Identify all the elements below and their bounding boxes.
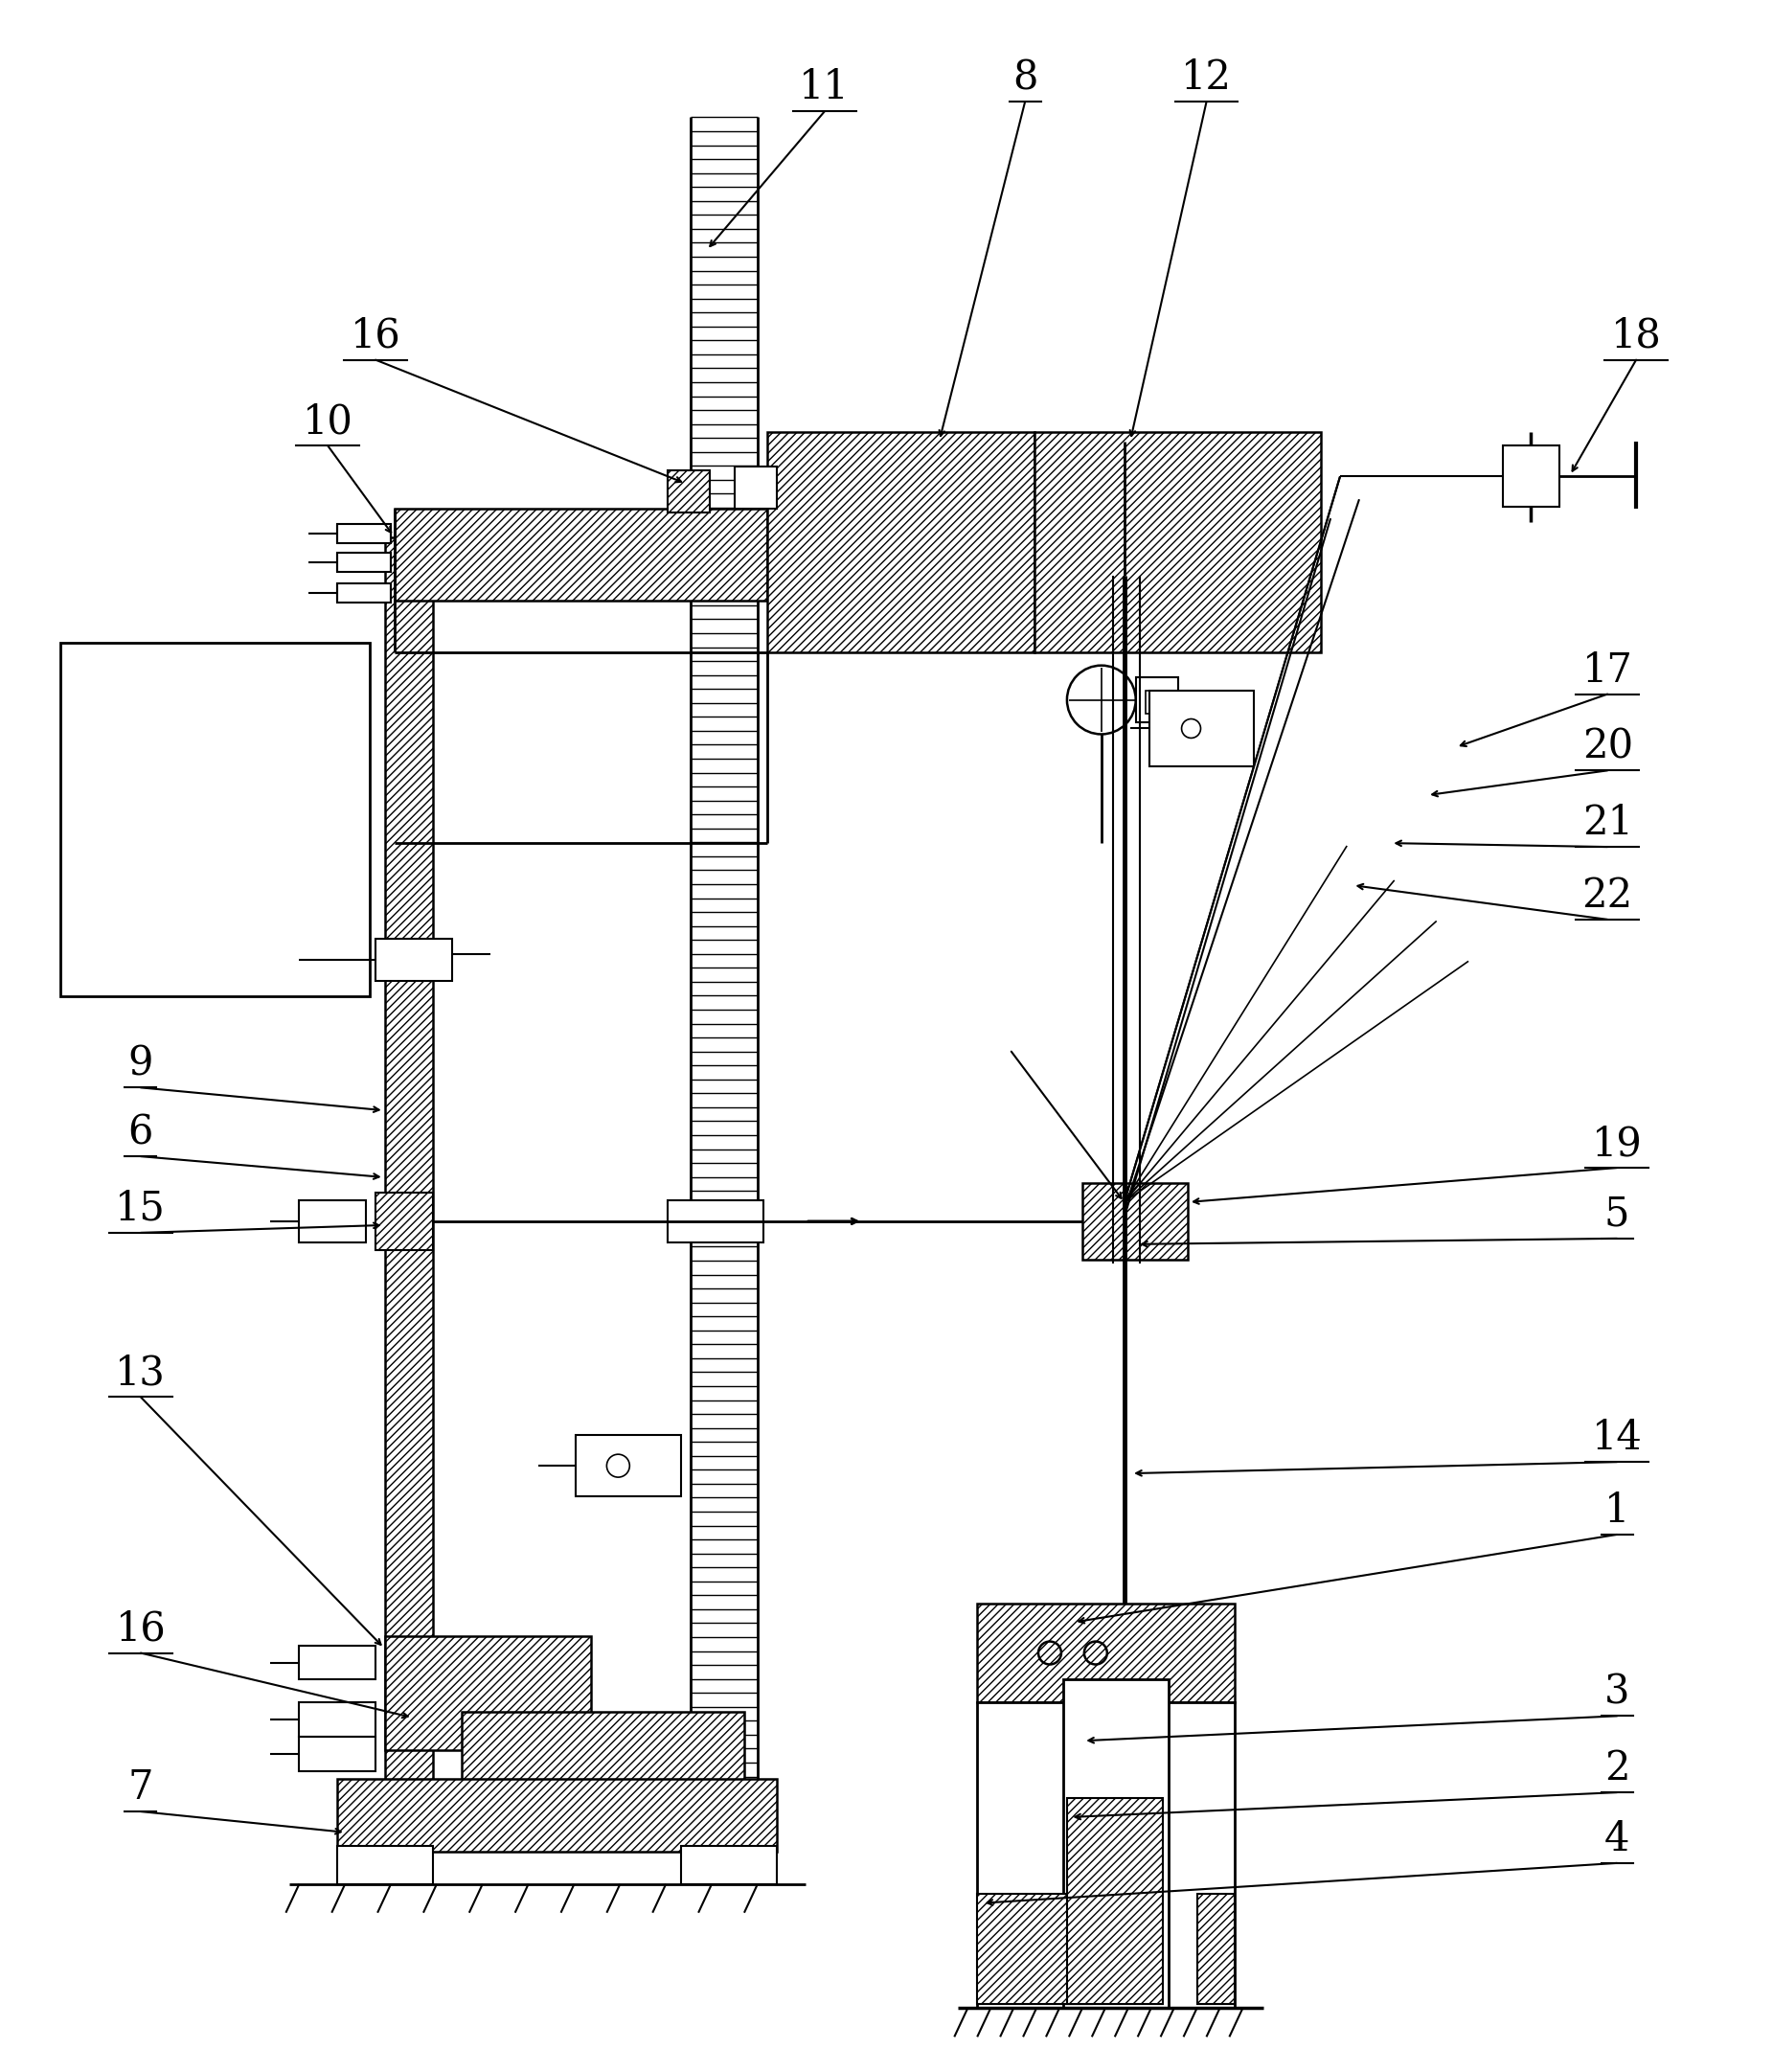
Bar [1082, 1183, 1188, 1260]
Text: 10: 10 [303, 402, 353, 441]
Text: 20: 20 [1582, 727, 1633, 767]
Text: 22: 22 [1582, 876, 1633, 916]
Text: 2: 2 [1605, 1749, 1629, 1788]
Bar [337, 1846, 433, 1883]
Bar [300, 1200, 365, 1243]
Bar [576, 1436, 681, 1496]
Text: 18: 18 [1612, 315, 1661, 356]
Text: 17: 17 [1582, 651, 1633, 690]
Bar [300, 1703, 376, 1736]
Text: 4: 4 [1605, 1819, 1629, 1859]
Text: 8: 8 [1012, 58, 1037, 97]
Bar [300, 1645, 376, 1680]
Text: 7: 7 [128, 1767, 154, 1807]
Bar [668, 470, 709, 512]
Bar [1067, 1798, 1163, 2004]
Text: 9: 9 [128, 1044, 152, 1084]
Bar [395, 510, 768, 601]
Text: 13: 13 [115, 1353, 167, 1392]
Text: 14: 14 [1592, 1417, 1642, 1459]
Bar [768, 433, 1034, 653]
Text: 19: 19 [1592, 1123, 1642, 1164]
Bar [977, 1703, 1236, 2008]
Bar [385, 537, 433, 1788]
Bar [376, 939, 452, 980]
Text: 15: 15 [115, 1189, 167, 1229]
Bar [1502, 445, 1560, 508]
Text: 16: 16 [115, 1608, 167, 1649]
Bar [461, 1711, 745, 1788]
Text: 1: 1 [1605, 1490, 1629, 1531]
Text: 11: 11 [800, 68, 849, 108]
Bar [1145, 690, 1168, 713]
Text: 3: 3 [1605, 1672, 1629, 1711]
Bar [385, 1635, 592, 1751]
Text: 12: 12 [1181, 58, 1232, 97]
Text: 6: 6 [128, 1113, 152, 1152]
Bar [337, 584, 390, 603]
Bar [977, 1604, 1236, 1703]
Bar [681, 1846, 777, 1883]
Bar [1034, 433, 1321, 653]
Text: 21: 21 [1582, 802, 1633, 843]
Bar [1149, 690, 1254, 767]
Bar [337, 524, 390, 543]
Bar [1064, 1680, 1168, 2008]
Bar [734, 466, 777, 510]
Bar [337, 553, 390, 572]
Bar [1136, 678, 1177, 723]
Bar [668, 1200, 764, 1243]
Bar [376, 1193, 433, 1249]
Bar [1197, 1894, 1236, 2004]
Bar [977, 1894, 1092, 2004]
Text: 16: 16 [351, 315, 401, 356]
Bar [300, 1736, 376, 1772]
Bar [60, 642, 371, 997]
Bar [337, 1780, 777, 1852]
Text: 5: 5 [1605, 1193, 1629, 1235]
